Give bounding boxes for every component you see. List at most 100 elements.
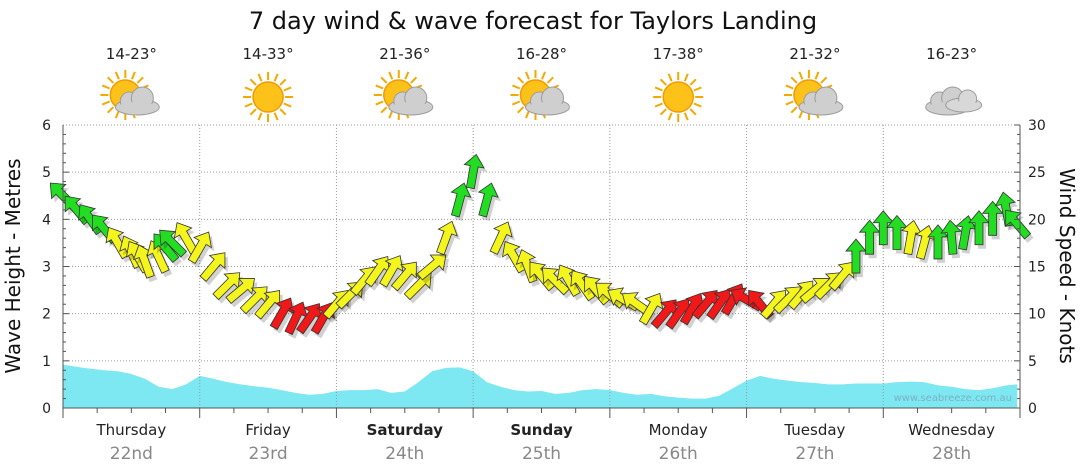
sun-ray <box>512 84 521 90</box>
right-tick-label: 5 <box>1028 354 1037 370</box>
sun-ray <box>249 108 257 116</box>
sun-ray <box>654 86 663 92</box>
day-temperature-range: 14-23° <box>106 45 157 63</box>
right-tick-label: 30 <box>1028 118 1046 134</box>
wind-arrow <box>981 200 1004 236</box>
day-date: 23rd <box>249 444 288 464</box>
wind-arrow <box>489 221 513 255</box>
sun-ray <box>525 71 530 80</box>
sun-ray <box>375 84 384 90</box>
left-tick-label: 1 <box>42 354 51 370</box>
sun-ray <box>683 112 689 121</box>
wind-arrows <box>49 153 1034 339</box>
sun-ray <box>388 110 394 119</box>
left-axis-label: Wave Height - Metres <box>1 158 25 373</box>
right-tick-label: 0 <box>1028 401 1037 417</box>
sun-ray <box>101 100 111 106</box>
wind-arrow <box>390 261 417 292</box>
right-axis-ticks: 0 5 10 15 20 25 30 <box>1028 118 1046 417</box>
sun-ray <box>273 73 279 82</box>
sun-ray <box>244 86 253 92</box>
left-tick-label: 5 <box>42 165 51 181</box>
left-tick-label: 0 <box>42 401 51 417</box>
sun-ray <box>790 106 798 114</box>
sun-disc <box>662 81 694 113</box>
wind-arrow <box>858 219 881 255</box>
partly-cloudy-icon <box>373 70 434 120</box>
left-tick-label: 2 <box>42 307 51 323</box>
wind-arrow <box>105 226 130 260</box>
left-tick-label: 3 <box>42 260 51 276</box>
sun-ray <box>375 100 384 106</box>
sun-ray <box>693 86 702 92</box>
partly-cloudy-icon <box>783 70 844 120</box>
wind-arrow <box>968 210 990 246</box>
right-tick-label: 25 <box>1028 165 1046 181</box>
cloud-part <box>390 102 431 114</box>
sun-ray <box>814 71 820 80</box>
sun-ray <box>654 102 663 108</box>
partly-cloudy-icon <box>100 70 160 120</box>
sun-ray <box>785 84 794 90</box>
sunny-icon <box>653 72 704 122</box>
sun-ray <box>820 76 828 84</box>
wind-arrow <box>845 238 867 274</box>
sun-ray <box>517 106 525 114</box>
day-name: Monday <box>649 421 708 439</box>
sun-ray <box>546 76 554 84</box>
sun-ray <box>404 71 410 80</box>
chart-title: 7 day wind & wave forecast for Taylors L… <box>249 7 817 35</box>
cloudy-icon <box>925 86 983 116</box>
left-axis-ticks: 0 1 2 3 4 5 6 <box>42 118 51 417</box>
sun-ray <box>257 112 263 121</box>
day-name: Saturday <box>367 421 444 439</box>
wind-arrow <box>501 240 527 274</box>
wind-arrow <box>927 224 949 260</box>
weather-icons <box>100 70 983 122</box>
wind-arrow <box>379 255 404 288</box>
sun-ray <box>541 71 546 80</box>
plot-area <box>49 124 1034 408</box>
wind-arrow <box>416 254 447 281</box>
day-name: Sunday <box>510 421 573 439</box>
day-temperature-range: 14-33° <box>243 45 294 63</box>
wave-height-area <box>63 364 1018 408</box>
right-tick-label: 10 <box>1028 307 1046 323</box>
sun-ray <box>380 106 388 114</box>
right-tick-label: 20 <box>1028 212 1046 228</box>
sun-ray <box>388 71 394 80</box>
sun-ray <box>279 108 287 116</box>
sun-ray <box>283 102 292 108</box>
cloud-part <box>117 102 158 114</box>
day-date: 25th <box>522 444 561 464</box>
wind-arrow <box>542 267 570 296</box>
wind-arrow <box>477 182 499 218</box>
wind-arrow <box>187 231 212 265</box>
wind-arrow <box>225 278 255 304</box>
cloud-part <box>527 102 568 114</box>
sun-ray <box>667 73 673 82</box>
sun-ray <box>257 73 263 82</box>
sun-ray <box>659 78 667 86</box>
right-tick-label: 15 <box>1028 260 1046 276</box>
axes <box>62 124 1021 418</box>
sun-ray <box>106 106 115 114</box>
sun-ray <box>525 110 530 119</box>
sun-ray <box>106 76 115 84</box>
sun-ray <box>667 112 673 121</box>
sun-ray <box>798 71 804 80</box>
daily-temperatures: 14-23° 14-33° 21-36° 16-28° 17-38° 21-32° 16-2… <box>106 45 977 63</box>
sun-ray <box>798 110 804 119</box>
sun-ray <box>380 76 388 84</box>
watermark: www.seabreeze.com.au <box>894 393 1012 404</box>
wind-arrow <box>403 272 432 301</box>
day-date: 22nd <box>110 444 153 464</box>
cloud-part <box>800 102 841 114</box>
left-tick-label: 6 <box>42 118 51 134</box>
wind-arrow <box>159 229 188 258</box>
day-name: Friday <box>245 421 291 439</box>
partly-cloudy-icon <box>510 70 570 120</box>
day-date: 24th <box>385 444 424 464</box>
day-date: 26th <box>659 444 698 464</box>
